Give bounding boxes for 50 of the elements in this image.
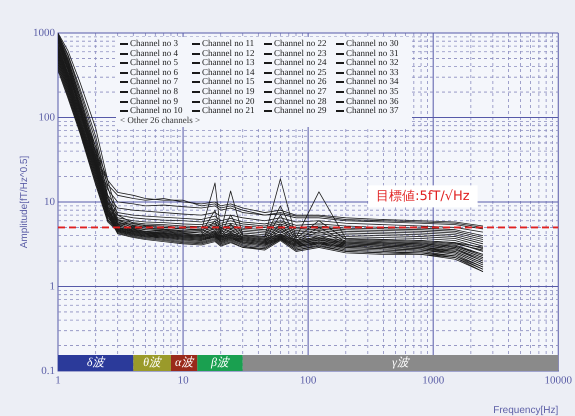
legend-label: Channel no 5: [130, 57, 178, 68]
band-label: γ波: [392, 355, 410, 370]
y-tick-label: 1: [50, 280, 55, 292]
x-tick-label: 10000: [544, 374, 572, 386]
legend-label: Channel no 7: [130, 76, 178, 86]
legend-label: Channel no 15: [202, 76, 254, 86]
legend-label: Channel no 30: [346, 38, 398, 48]
legend-label: Channel no 27: [274, 86, 326, 96]
legend-label: Channel no 29: [274, 105, 326, 116]
legend-label: Channel no 9: [130, 96, 178, 106]
y-tick-label: 1000: [33, 26, 56, 39]
legend-label: Channel no 24: [274, 57, 326, 68]
legend-label: Channel no 11: [202, 38, 254, 48]
ref-line-label: 目標値:5fT/√Hz: [376, 188, 470, 204]
legend-label: Channel no 19: [202, 86, 254, 96]
legend-label: Channel no 25: [274, 66, 326, 77]
legend-label: Channel no 23: [274, 48, 326, 58]
x-tick-label: 10: [178, 374, 190, 386]
legend-label: Channel no 36: [346, 96, 398, 106]
band-label: β波: [210, 355, 230, 370]
legend-label: Channel no 35: [346, 86, 398, 96]
x-tick-label: 100: [300, 374, 317, 386]
legend-label: Channel no 20: [202, 96, 254, 106]
legend-label: Channel no 14: [202, 66, 254, 77]
legend-label: Channel no 8: [130, 86, 178, 96]
annotation: < Other 26 channels >: [120, 114, 202, 126]
legend-label: Channel no 26: [274, 76, 326, 86]
y-tick-label: 100: [38, 111, 56, 124]
y-tick-label: 0.1: [41, 364, 55, 377]
band-label: δ波: [86, 355, 106, 370]
legend-label: Channel no 10: [130, 105, 182, 116]
x-tick-label: 1000: [422, 374, 445, 386]
legend-label: Channel no 6: [130, 66, 178, 77]
legend-label: Channel no 22: [274, 38, 326, 48]
y-tick-label: 10: [44, 196, 56, 208]
band-label: α波: [174, 355, 194, 370]
legend-label: Channel no 37: [346, 105, 398, 116]
y-axis-title: Amplitude[fT/Hz^0.5]: [18, 156, 30, 248]
legend-label: Channel no 32: [346, 57, 398, 68]
legend-label: Channel no 33: [346, 66, 398, 77]
legend-label: Channel no 13: [202, 57, 254, 68]
legend-label: Channel no 31: [346, 48, 398, 58]
x-axis-title: Frequency[Hz]: [493, 404, 558, 416]
legend-label: Channel no 34: [346, 76, 398, 86]
legend-label: Channel no 3: [130, 38, 178, 48]
legend-label: Channel no 4: [130, 48, 178, 58]
legend-label: Channel no 28: [274, 96, 326, 106]
legend-label: Channel no 12: [202, 48, 254, 58]
legend-label: Channel no 21: [202, 105, 254, 116]
band-label: θ波: [143, 355, 162, 370]
